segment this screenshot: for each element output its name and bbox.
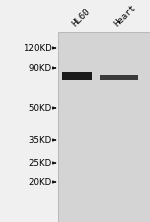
Bar [58, 32, 150, 222]
Bar [62, 72, 92, 80]
Text: 20KD: 20KD [28, 178, 52, 186]
Text: 90KD: 90KD [29, 63, 52, 73]
Text: Heart: Heart [113, 3, 138, 28]
Text: 50KD: 50KD [28, 103, 52, 113]
Text: HL60: HL60 [71, 6, 92, 28]
Text: 120KD: 120KD [23, 44, 52, 52]
Text: 25KD: 25KD [28, 159, 52, 168]
Text: 35KD: 35KD [28, 135, 52, 145]
Bar [100, 75, 138, 79]
